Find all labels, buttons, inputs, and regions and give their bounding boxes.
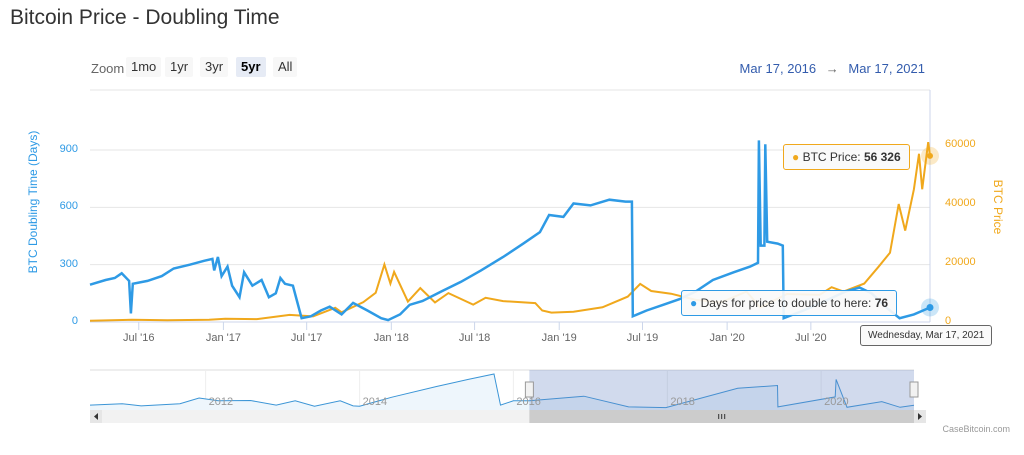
y-left-tick-label: 600 (59, 200, 78, 213)
price-tooltip-label: BTC Price: (802, 150, 861, 164)
x-tick-label: Jul '20 (795, 332, 827, 344)
y-left-tick-label: 0 (71, 315, 78, 327)
navigator-tick-label: 2014 (362, 396, 388, 408)
doubling-tooltip-label: Days for price to double to here: (700, 296, 872, 310)
date-range: Mar 17, 2016 → Mar 17, 2021 (740, 61, 925, 76)
x-tick-label: Jan '19 (541, 332, 577, 344)
range-arrow: → (825, 61, 839, 76)
zoom-button-1yr[interactable]: 1yr (165, 57, 194, 77)
x-tick-label: Jan '17 (205, 332, 241, 344)
doubling-time-line (89, 140, 931, 322)
x-tick-label: Jul '17 (290, 332, 323, 344)
navigator-line (89, 373, 915, 409)
doubling-tooltip-value: 76 (874, 296, 889, 310)
navigator-area (90, 374, 914, 410)
price-tooltip-value: 56 326 (863, 150, 901, 164)
credit-link[interactable]: CaseBitcoin.com (942, 424, 1010, 434)
y-right-tick-label: 40000 (945, 197, 976, 209)
navigator-tick-label: 2012 (208, 396, 234, 408)
arrow-left-icon (94, 413, 98, 420)
y-right-tick-label: 20000 (945, 256, 976, 268)
date-tooltip: Wednesday, Mar 17, 2021 (860, 325, 993, 346)
y-left-tick-label: 300 (59, 257, 78, 270)
navigator-tick-label: 2016 (516, 396, 541, 408)
arrow-right-icon (918, 413, 922, 420)
navigator-handle-right[interactable] (909, 381, 919, 398)
range-to[interactable]: Mar 17, 2021 (848, 61, 925, 76)
price-tooltip: ● BTC Price: 56 326 (783, 144, 910, 170)
zoom-button-1mo[interactable]: 1mo (126, 57, 162, 77)
zoom-button-all[interactable]: All (273, 57, 298, 77)
navigator-tick-label: 2018 (670, 396, 695, 408)
zoom-label: Zoom (91, 61, 125, 76)
doubling-tooltip: ● Days for price to double to here: 76 (681, 290, 898, 316)
x-tick-label: Jul '18 (458, 332, 491, 344)
doubling-hover-marker (926, 303, 934, 311)
price-hover-marker (927, 152, 933, 159)
y-left-tick-label: 900 (59, 143, 78, 155)
y-right-tick-label: 60000 (945, 138, 976, 150)
x-tick-label: Jul '19 (626, 332, 659, 344)
x-tick-label: Jul '16 (123, 332, 155, 344)
navigator-selection[interactable] (529, 370, 914, 410)
zoom-button-5yr[interactable]: 5yr (236, 57, 266, 77)
chart-title: Bitcoin Price - Doubling Time (10, 6, 280, 29)
range-from[interactable]: Mar 17, 2016 (739, 61, 817, 76)
x-tick-label: Jan '18 (373, 332, 409, 344)
navigator-tick-label: 2020 (824, 396, 849, 408)
navigator-handle-left[interactable] (524, 381, 534, 398)
btc-price-line (89, 141, 931, 322)
zoom-button-3yr[interactable]: 3yr (200, 57, 229, 77)
x-tick-label: Jan '20 (709, 332, 745, 344)
scrollbar-grip-icon (718, 414, 726, 419)
y-right-tick-label: 0 (945, 315, 952, 327)
